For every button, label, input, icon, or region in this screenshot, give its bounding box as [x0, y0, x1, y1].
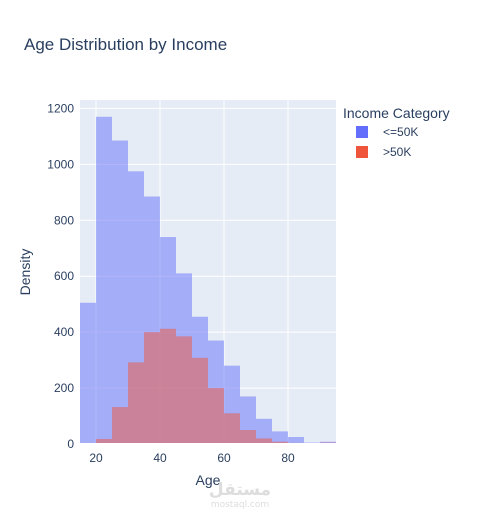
y-tick-label: 0 [67, 437, 74, 451]
bar-series-1 [80, 302, 96, 444]
bar-series-2 [224, 413, 240, 444]
watermark-logo: مستقل mostaql.com [205, 482, 275, 510]
watermark-arabic: مستقل [208, 480, 272, 500]
y-axis-title: Density [17, 249, 33, 296]
x-tick-label: 80 [281, 451, 295, 465]
bar-series-2 [128, 362, 144, 444]
y-tick-label: 1000 [47, 157, 74, 171]
y-tick-labels: 0 200 400 600 800 1000 1200 [47, 101, 74, 451]
x-tick-label: 20 [89, 451, 103, 465]
y-tick-label: 200 [54, 381, 74, 395]
legend-swatch [356, 126, 368, 138]
bar-series-2 [96, 438, 112, 444]
bar-series-1 [256, 418, 272, 444]
bar-series-2 [112, 407, 128, 444]
x-tick-label: 40 [153, 451, 167, 465]
y-tick-label: 400 [54, 325, 74, 339]
bar-series-2 [160, 328, 176, 444]
legend-swatch [356, 146, 368, 158]
bar-series-1 [112, 140, 128, 444]
bar-series-1 [288, 437, 304, 444]
bar-series-2 [256, 438, 272, 444]
watermark-latin: mostaql.com [210, 500, 270, 510]
legend-label: <=50K [383, 125, 418, 139]
bar-series-1 [96, 116, 112, 444]
bar-series-1 [272, 431, 288, 444]
x-tick-labels: 20 40 60 80 [89, 451, 295, 465]
y-tick-label: 800 [54, 213, 74, 227]
y-tick-label: 1200 [47, 101, 74, 115]
legend-title: Income Category [343, 105, 450, 121]
bars [80, 116, 336, 445]
bar-series-2 [208, 388, 224, 444]
legend: Income Category <=50K >50K [343, 105, 450, 159]
x-tick-label: 60 [217, 451, 231, 465]
bar-series-2 [192, 357, 208, 444]
bar-series-2 [176, 336, 192, 444]
x-axis-title: Age [196, 472, 221, 488]
bar-series-2 [272, 441, 288, 444]
y-tick-label: 600 [54, 269, 74, 283]
bar-series-2 [240, 430, 256, 444]
bar-series-2 [144, 332, 160, 444]
chart-title: Age Distribution by Income [24, 35, 227, 54]
legend-label: >50K [383, 145, 411, 159]
